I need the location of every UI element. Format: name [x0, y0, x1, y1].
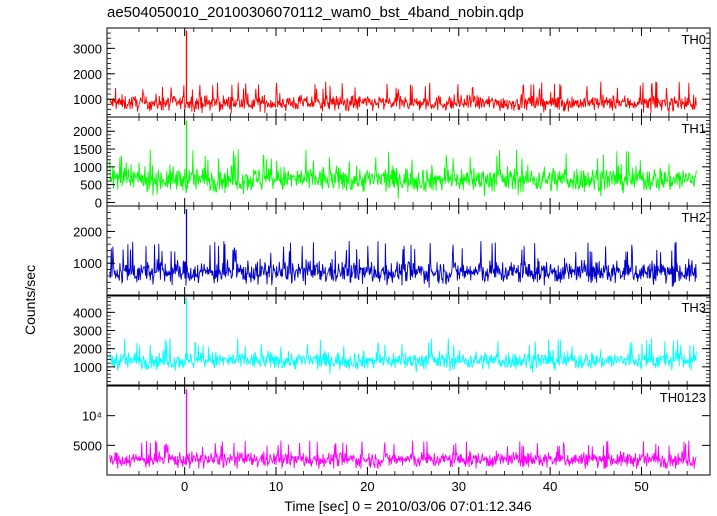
y-tick-label: 1000: [73, 256, 102, 271]
y-tick-label: 2000: [73, 224, 102, 239]
x-tick-label: 20: [360, 479, 374, 494]
y-tick-label: 1500: [73, 142, 102, 157]
y-tick-label: 4000: [73, 305, 102, 320]
panel-frame-th0123: [106, 385, 711, 476]
x-tick-label: 0: [181, 479, 188, 494]
y-tick-label: 10⁴: [82, 409, 102, 424]
panel-label-th0123: TH0123: [660, 390, 706, 405]
series-line-th0123: [109, 440, 697, 470]
panel-label-th3: TH3: [681, 300, 706, 315]
y-tick-label: 3000: [73, 41, 102, 56]
y-tick-label: 0: [95, 195, 102, 210]
panel-frame-th2: [106, 205, 711, 296]
y-tick-label: 5000: [73, 438, 102, 453]
y-tick-label: 1000: [73, 92, 102, 107]
y-tick-label: 2000: [73, 342, 102, 357]
y-tick-label: 1000: [73, 360, 102, 375]
series-line-th3: [109, 337, 697, 375]
y-tick-label: 1000: [73, 160, 102, 175]
y-tick-label: 2000: [73, 67, 102, 82]
x-tick-label: 30: [452, 479, 466, 494]
panel-label-th0: TH0: [681, 32, 706, 47]
series-line-th0: [109, 81, 697, 114]
y-tick-label: 3000: [73, 324, 102, 339]
x-tick-label: 40: [543, 479, 557, 494]
panel-frame-th3: [106, 295, 711, 386]
y-tick-label: 2000: [73, 124, 102, 139]
y-tick-label: 500: [80, 178, 102, 193]
panel-label-th1: TH1: [681, 121, 706, 136]
x-tick-label: 50: [634, 479, 648, 494]
x-axis-label: Time [sec] 0 = 2010/03/06 07:01:12.346: [284, 498, 532, 514]
series-line-th2: [109, 240, 697, 288]
series-line-th1: [109, 149, 697, 200]
panel-label-th2: TH2: [681, 210, 706, 225]
chart-title: ae504050010_20100306070112_wam0_bst_4ban…: [107, 4, 524, 21]
x-tick-label: 10: [269, 479, 283, 494]
panel-frame-th1: [106, 116, 711, 207]
